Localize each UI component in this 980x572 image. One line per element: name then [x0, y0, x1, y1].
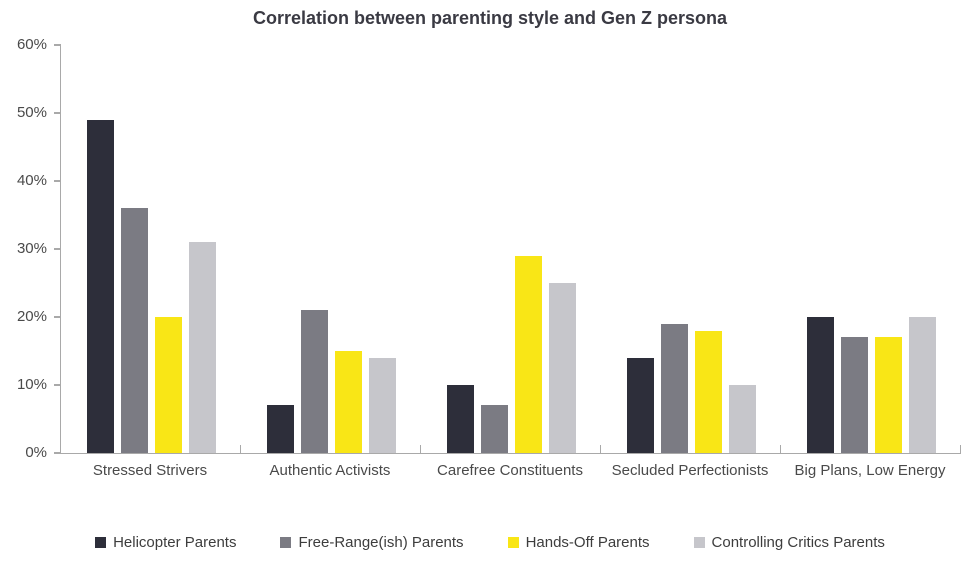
bar — [86, 120, 114, 453]
y-axis-tick-label: 40% — [16, 172, 47, 189]
x-axis-category-label: Secluded Perfectionists — [611, 462, 769, 479]
bar — [548, 283, 576, 453]
bar — [806, 317, 834, 453]
y-axis-tick-mark — [54, 384, 61, 386]
y-axis-tick-label: 20% — [16, 308, 47, 325]
bar — [514, 256, 542, 453]
bar — [188, 242, 216, 453]
bar-group — [781, 45, 961, 453]
legend-swatch-icon — [693, 537, 705, 548]
bar — [840, 337, 868, 453]
legend-swatch-icon — [95, 537, 107, 548]
y-axis-tick-label: 10% — [16, 376, 47, 393]
legend-label: Free-Range(ish) Parents — [298, 534, 464, 551]
bar — [874, 337, 902, 453]
y-axis-tick-label: 50% — [16, 104, 47, 121]
bar-group — [241, 45, 421, 453]
y-axis-tick-label: 60% — [16, 36, 47, 53]
bar — [120, 208, 148, 453]
bar — [154, 317, 182, 453]
bar — [334, 351, 362, 453]
y-axis-tick-mark — [54, 452, 61, 454]
bar — [480, 405, 508, 453]
bar — [908, 317, 936, 453]
legend-swatch-icon — [280, 537, 292, 548]
legend-label: Controlling Critics Parents — [711, 534, 885, 551]
bar — [626, 358, 654, 453]
bar — [660, 324, 688, 453]
x-axis-tick-mark — [779, 445, 781, 453]
y-axis-tick-label: 30% — [16, 240, 47, 257]
x-axis-tick-mark — [599, 445, 601, 453]
chart-title: Correlation between parenting style and … — [252, 8, 728, 28]
legend-item: Helicopter Parents — [95, 534, 236, 551]
y-axis-tick-mark — [54, 44, 61, 46]
legend-swatch-icon — [507, 537, 519, 548]
x-axis-category-label: Big Plans, Low Energy — [794, 462, 946, 479]
x-axis-tick-mark — [959, 445, 961, 453]
y-axis-tick-mark — [54, 112, 61, 114]
x-axis-category-label: Stressed Strivers — [92, 462, 208, 479]
legend: Helicopter Parents Free-Range(ish) Parent… — [0, 534, 980, 551]
x-axis-category-label: Authentic Activists — [269, 462, 391, 479]
bar — [300, 310, 328, 453]
bar — [446, 385, 474, 453]
bar-group — [601, 45, 781, 453]
y-axis-tick-mark — [54, 316, 61, 318]
legend-label: Hands-Off Parents — [525, 534, 650, 551]
bar-group — [61, 45, 241, 453]
x-axis-tick-mark — [419, 445, 421, 453]
bar — [694, 331, 722, 453]
legend-item: Controlling Critics Parents — [693, 534, 885, 551]
x-axis-category-label: Carefree Constituents — [437, 462, 583, 479]
legend-label: Helicopter Parents — [113, 534, 237, 551]
x-axis-tick-mark — [239, 445, 241, 453]
bar-group — [421, 45, 601, 453]
bar — [266, 405, 294, 453]
bar — [728, 385, 756, 453]
plot-area: 0% 10% 20% 30% 40% 50% 60% — [17, 36, 961, 461]
bar — [368, 358, 396, 453]
y-axis-tick-label: 0% — [25, 444, 47, 461]
legend-item: Free-Range(ish) Parents — [280, 534, 464, 551]
legend-item: Hands-Off Parents — [507, 534, 650, 551]
y-axis-tick-mark — [54, 248, 61, 250]
y-axis-tick-mark — [54, 180, 61, 182]
